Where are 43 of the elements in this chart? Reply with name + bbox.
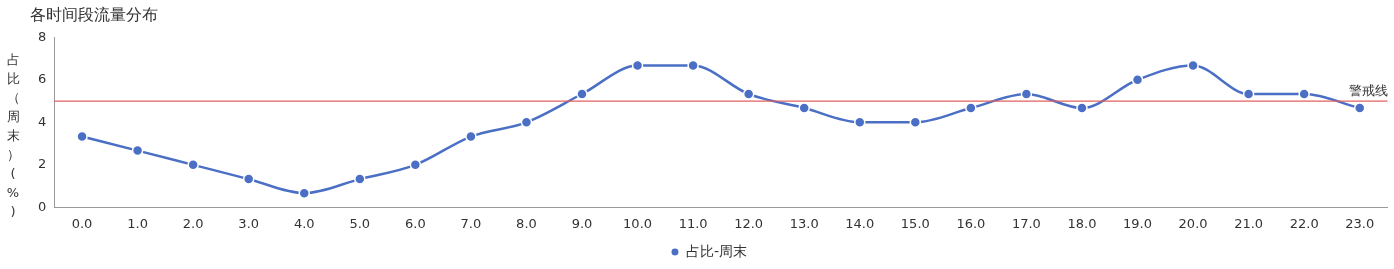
x-tick-label: 14.0 [845,215,875,231]
point [242,173,255,185]
x-tick-label: 13.0 [789,215,819,231]
y-tick-label: 0 [37,198,47,214]
point [576,88,588,100]
x-tick-label: 11.0 [678,215,708,231]
y-tick-label: 6 [37,71,47,87]
x-tick-label: 12.0 [734,215,764,231]
point [965,102,977,114]
x-tick-label: 5.0 [349,215,371,231]
x-tick-label: 4.0 [293,215,315,231]
x-tick-label: 10.0 [623,215,653,231]
chart-title: 各时间段流量分布 [30,4,158,24]
point [1076,102,1088,114]
x-tick-label: 17.0 [1011,215,1041,231]
point [354,173,366,185]
y-tick-label: 8 [37,28,47,44]
x-tick-label: 23.0 [1345,215,1375,231]
x-tick-label: 3.0 [238,215,260,231]
x-tick-label: 9.0 [571,215,593,231]
point [1298,88,1310,100]
point [798,102,810,114]
point [742,88,755,100]
y-tick-label: 4 [37,113,47,129]
ref-line-label: 警戒线 [1348,82,1388,98]
point [1020,88,1033,100]
x-tick-label: 8.0 [516,215,537,231]
x-tick-label: 16.0 [956,215,986,231]
x-tick-label: 0.0 [71,215,93,231]
x-tick-label: 6.0 [405,215,426,231]
point [1242,88,1255,100]
y-tick-label: 2 [37,156,47,172]
x-tick-label: 7.0 [460,215,482,231]
x-tick-label: 2.0 [182,215,204,231]
text: 占比（周末）(%) [6,52,20,219]
x-tick-label: 18.0 [1067,215,1097,231]
legend-label: 占比-周末 [685,242,748,259]
x-tick-label: 19.0 [1123,215,1152,231]
x-tick-label: 21.0 [1234,215,1264,231]
x-tick-label: 22.0 [1289,215,1319,231]
x-tick-label: 20.0 [1178,215,1208,231]
x-tick-label: 1.0 [127,215,148,231]
x-tick-label: 15.0 [900,215,930,231]
